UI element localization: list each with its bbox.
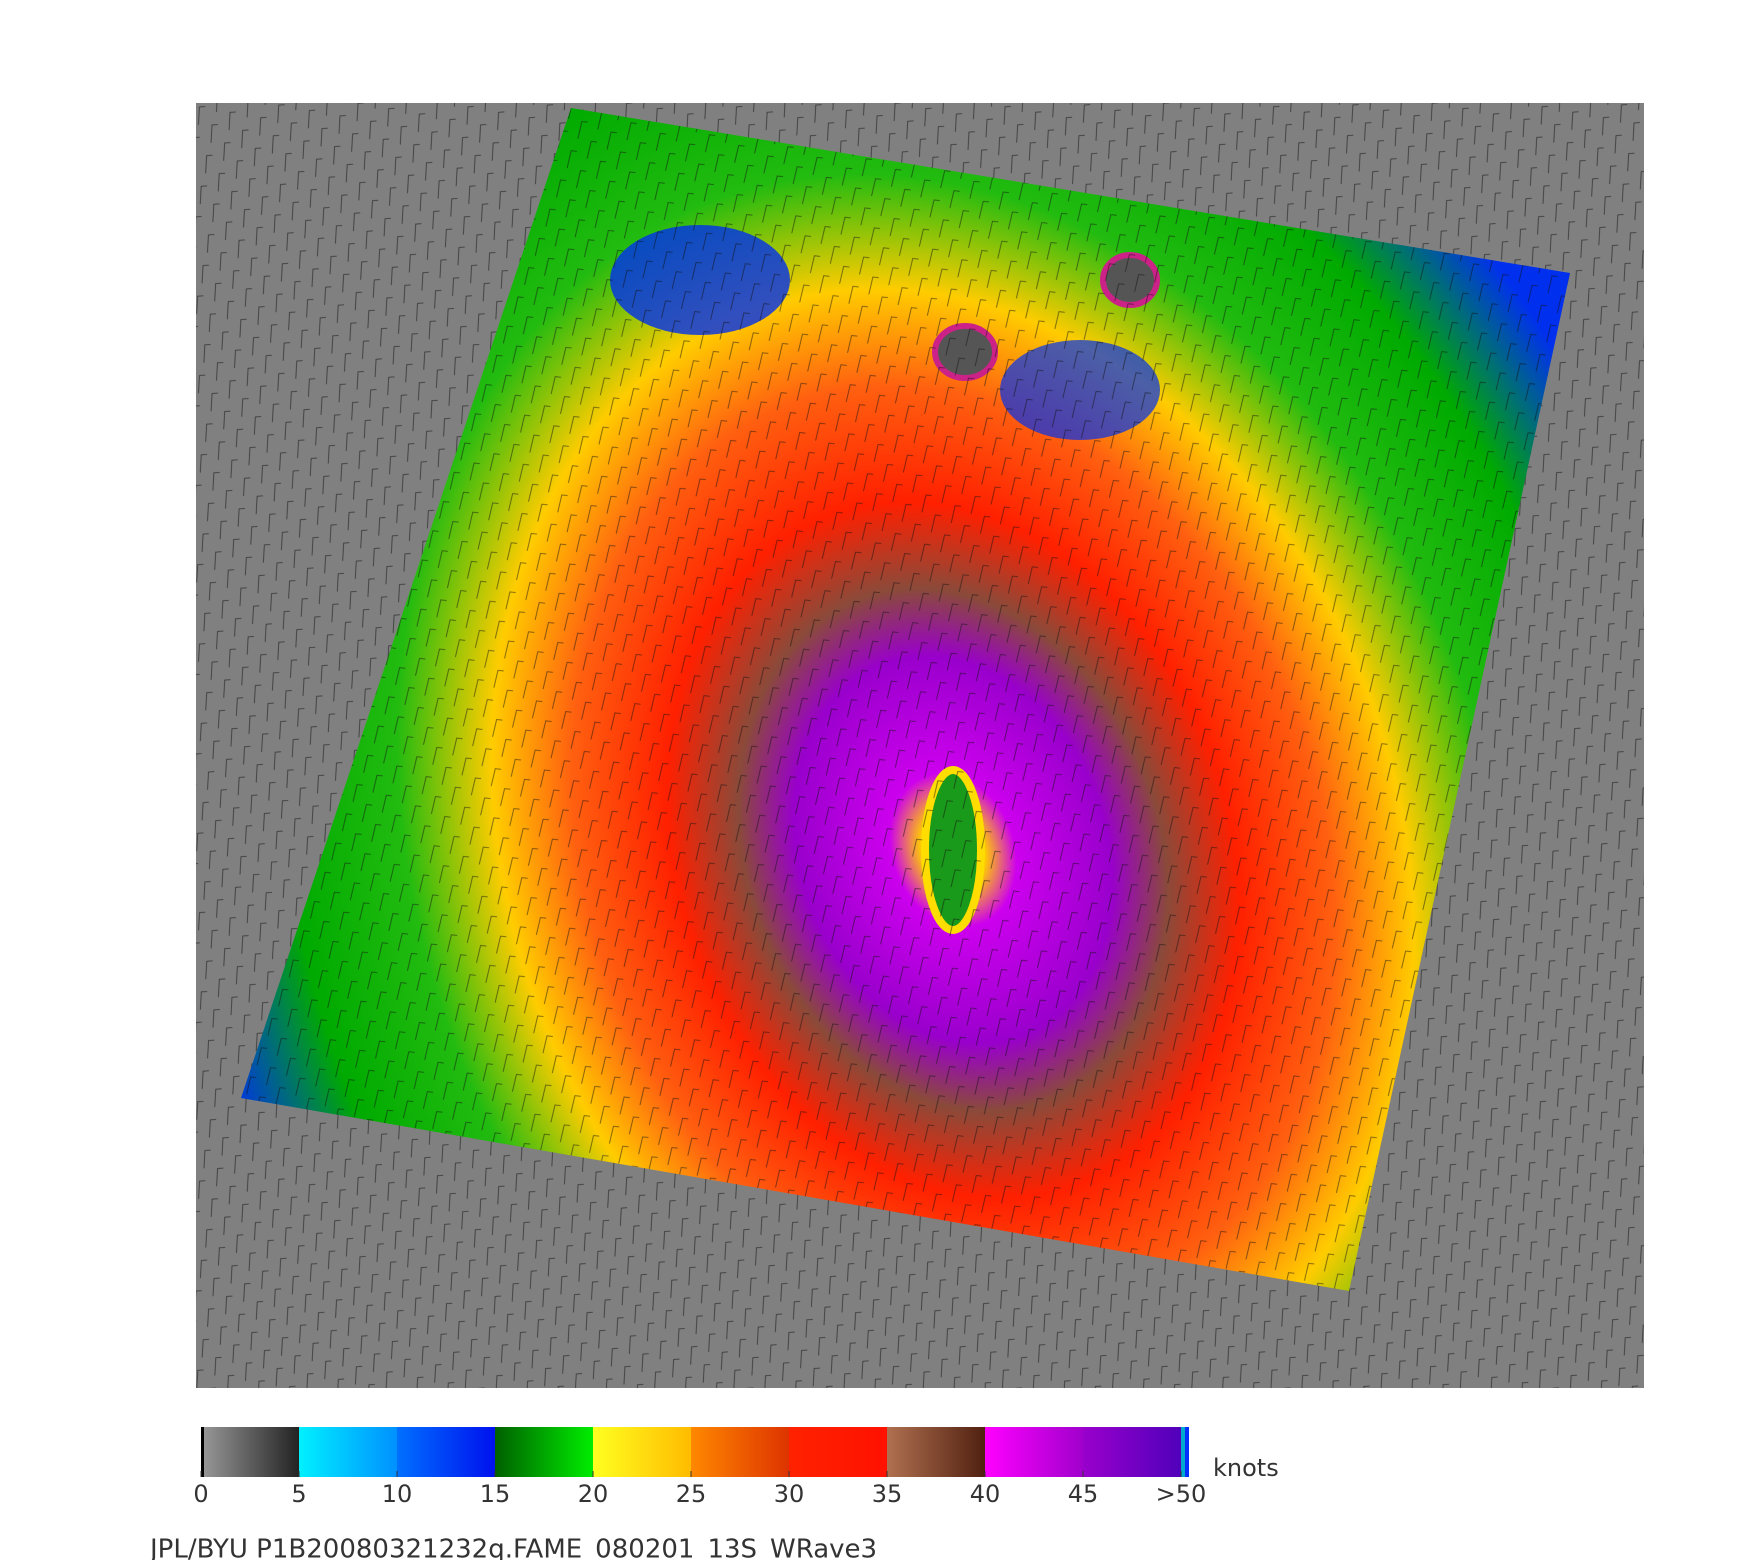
colorbar-tick-label: 0 — [193, 1480, 208, 1508]
colorbar-overflow — [1181, 1427, 1185, 1477]
colorbar-segment — [299, 1427, 398, 1477]
colorbar-segment — [201, 1427, 300, 1477]
colorbar-tick-label: 20 — [578, 1480, 609, 1508]
colorbar-tick-label: 35 — [872, 1480, 903, 1508]
colorbar-tick-label: 45 — [1068, 1480, 1099, 1508]
colorbar-segment — [495, 1427, 594, 1477]
footer: JPL/BYU P1B20080321232q.FAME_080201_13S_… — [148, 1535, 877, 1560]
wind-barbs — [241, 108, 1570, 1291]
colorbar-unit: knots — [1213, 1454, 1279, 1482]
colorbar-segment — [789, 1427, 888, 1477]
colorbar-segment — [691, 1427, 790, 1477]
colorbar-tick-label: >50 — [1156, 1480, 1207, 1508]
colorbar-tick-label: 40 — [970, 1480, 1001, 1508]
colorbar-segment — [1083, 1427, 1182, 1477]
colorbar-start — [201, 1427, 204, 1477]
colorbar-segment — [593, 1427, 692, 1477]
colorbar-tick-label: 10 — [382, 1480, 413, 1508]
colorbar-tick-label: 15 — [480, 1480, 511, 1508]
colorbar-segment — [887, 1427, 986, 1477]
colorbar-tick-label: 25 — [676, 1480, 707, 1508]
colorbar-tick-label: 5 — [291, 1480, 306, 1508]
colorbar-overflow — [1185, 1427, 1189, 1477]
colorbar-tick-label: 30 — [774, 1480, 805, 1508]
colorbar: 0 5 10 15 20 25 30 35 40 45 >50 — [193, 1427, 1206, 1508]
colorbar-segment — [985, 1427, 1084, 1477]
colorbar-segment — [397, 1427, 496, 1477]
